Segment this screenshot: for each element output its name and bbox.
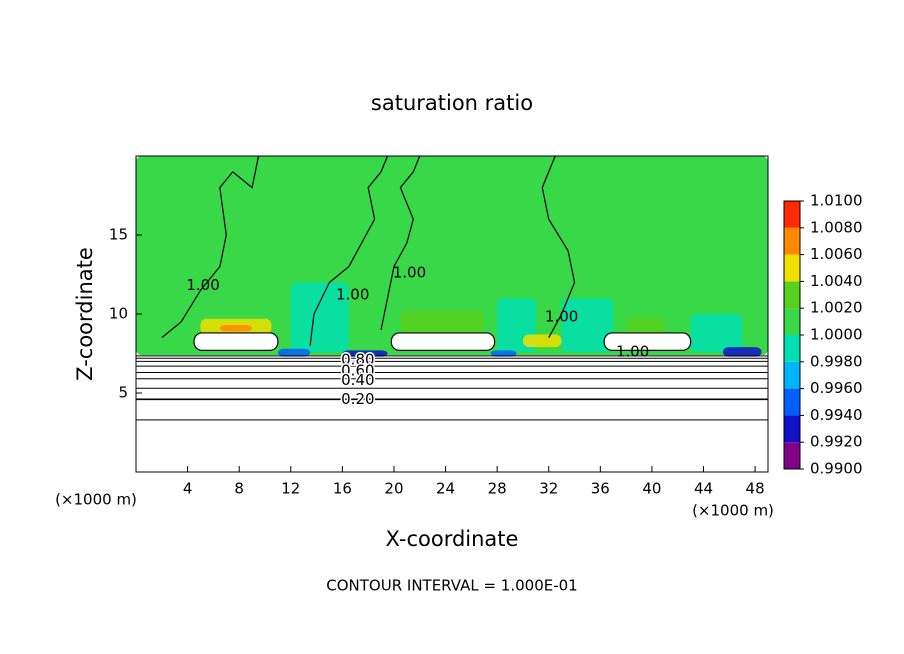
contour-line <box>161 155 260 339</box>
contour-label: 1.00 <box>545 308 578 326</box>
colorbar-bin <box>784 254 800 282</box>
colorbar-label: 1.0100 <box>810 192 863 210</box>
field-patch <box>400 310 485 333</box>
chart-title: saturation ratio <box>371 91 533 115</box>
colorbar-bin <box>784 442 800 469</box>
x-tick-label: 16 <box>333 480 352 498</box>
colorbar-bin <box>784 281 800 309</box>
colorbar-label: 1.0080 <box>810 218 863 236</box>
colorbar-bin <box>784 308 800 335</box>
colorbar-frame <box>783 200 801 470</box>
footer-note: CONTOUR INTERVAL = 1.000E-01 <box>326 577 577 595</box>
x-tick-label: 8 <box>234 480 244 498</box>
x-tick-label: 48 <box>746 480 765 498</box>
x-tick-label: 44 <box>694 480 713 498</box>
field-patch <box>522 334 562 348</box>
x-axis-label: X-coordinate <box>386 527 519 551</box>
colorbar-bin <box>784 335 800 362</box>
colorbar-bin <box>784 388 800 416</box>
y-tick-label: 10 <box>109 305 128 323</box>
cloud-region <box>603 332 692 351</box>
field-patch <box>722 347 762 357</box>
x-tick-label: 12 <box>281 480 300 498</box>
colorbar-label: 0.9920 <box>810 433 863 451</box>
x-tick-label: 24 <box>436 480 455 498</box>
contour-label: 0.60 <box>341 361 374 379</box>
x-tick-label: 4 <box>183 480 193 498</box>
contour-label: 1.00 <box>616 342 649 360</box>
contour-line <box>380 155 421 330</box>
colorbar-label: 0.9960 <box>810 379 863 397</box>
colorbar-label: 1.0020 <box>810 299 863 317</box>
contour-label: 0.80 <box>341 350 374 368</box>
field-patch <box>290 282 349 352</box>
y-unit: (×1000 m) <box>55 491 137 509</box>
field-patch <box>626 317 665 333</box>
contour-line <box>309 155 389 346</box>
contour-label: 1.00 <box>393 263 426 281</box>
colorbar-bin <box>784 201 800 228</box>
field-patch <box>561 298 614 352</box>
field-patch <box>342 350 388 357</box>
field-patch <box>490 350 517 357</box>
colorbar-bin <box>784 361 800 389</box>
colorbar-bin <box>784 227 800 255</box>
colorbar-bin <box>784 415 800 443</box>
x-tick-label: 40 <box>642 480 661 498</box>
field-patch <box>277 348 311 357</box>
colorbar-label: 0.9940 <box>810 406 863 424</box>
cloud-region <box>193 332 279 351</box>
x-unit: (×1000 m) <box>692 502 774 520</box>
field-patch <box>690 314 743 352</box>
colorbar-label: 1.0000 <box>810 326 863 344</box>
x-tick-label: 20 <box>384 480 403 498</box>
contour-label: 0.40 <box>341 371 374 389</box>
y-tick-label: 15 <box>109 226 128 244</box>
cloud-region <box>390 332 496 351</box>
colorbar-label: 1.0060 <box>810 245 863 263</box>
contour-label: 1.00 <box>186 276 219 294</box>
colorbar-label: 1.0040 <box>810 272 863 290</box>
colorbar-label: 0.9900 <box>810 460 863 478</box>
x-tick-label: 32 <box>539 480 558 498</box>
field-patch <box>219 325 253 332</box>
x-tick-label: 28 <box>488 480 507 498</box>
contour-line <box>541 155 576 338</box>
contour-label: 0.20 <box>341 390 374 408</box>
y-axis-label: Z-coordinate <box>73 247 97 381</box>
contour-label: 1.00 <box>336 286 369 304</box>
colorbar-label: 0.9980 <box>810 352 863 370</box>
x-tick-label: 36 <box>591 480 610 498</box>
y-tick-label: 5 <box>118 384 128 402</box>
